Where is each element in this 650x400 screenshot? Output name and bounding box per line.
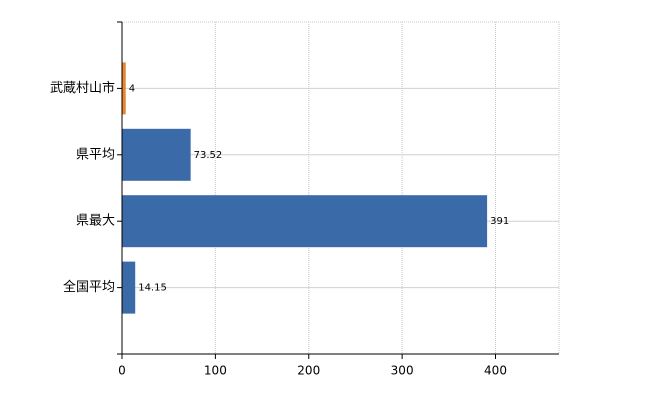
y-tick-label: 武蔵村山市 [50,80,115,96]
x-tick-label: 0 [118,364,126,378]
bar [122,62,126,115]
x-tick-label: 100 [204,364,227,378]
x-tick-label: 300 [391,364,414,378]
y-tick-label: 全国平均 [63,279,115,295]
x-tick-label: 200 [297,364,320,378]
y-tick-label: 県最大 [76,214,115,229]
bar [122,261,136,314]
value-label: 73.52 [194,150,223,161]
x-tick-label: 400 [484,364,507,378]
value-label: 391 [490,216,509,227]
bar [122,128,191,181]
bar [122,195,488,248]
value-label: 4 [129,83,135,94]
y-tick-label: 県平均 [76,147,115,162]
value-label: 14.15 [138,283,167,294]
